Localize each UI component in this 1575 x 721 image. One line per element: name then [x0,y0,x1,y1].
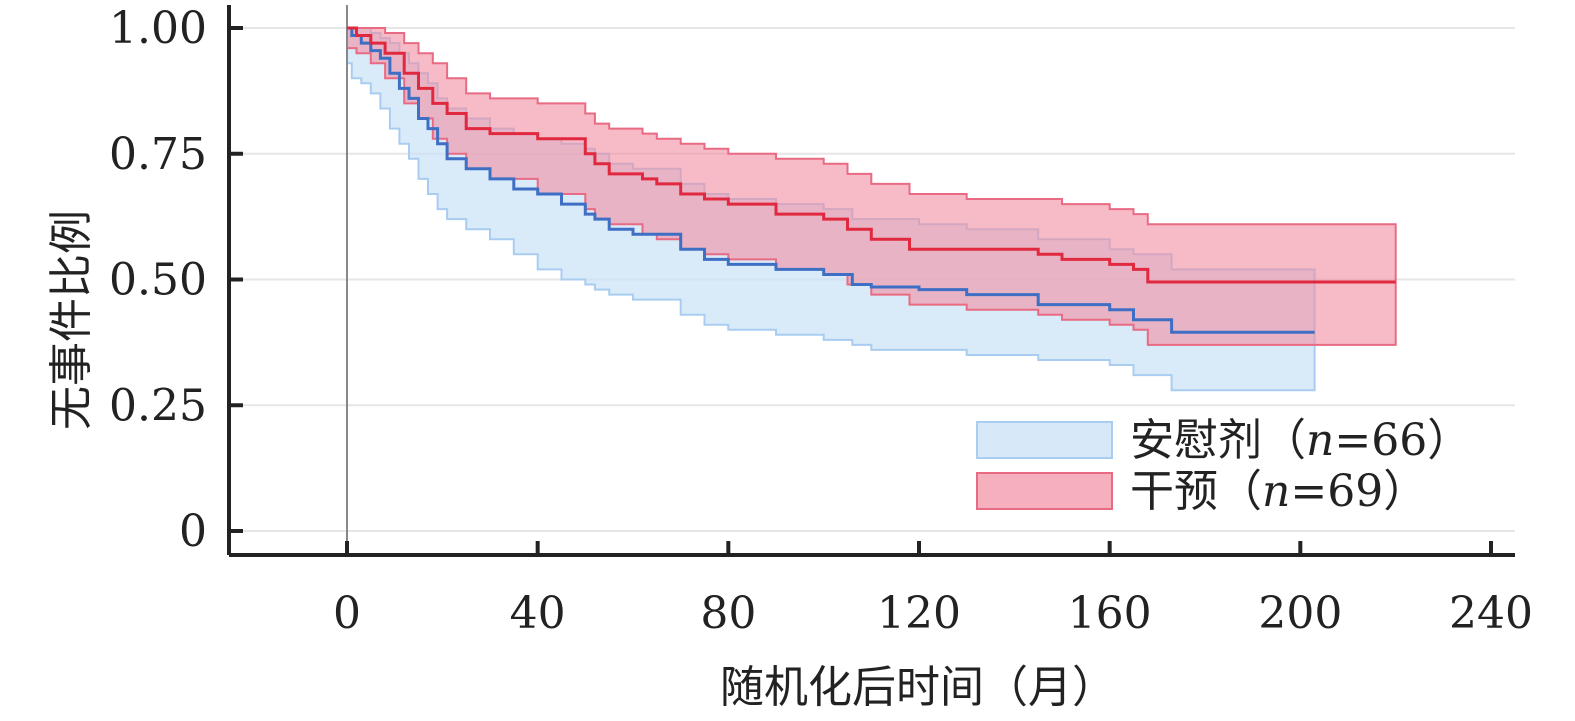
legend-swatch-0 [976,421,1113,459]
x-tick-label: 0 [333,588,361,639]
x-tick-label: 200 [1258,588,1342,639]
x-axis-ticks: 0 40 80 120 160 200 240 [333,541,1533,639]
x-tick-label: 120 [877,588,961,639]
survival-curve-1 [347,26,1396,284]
legend-prefix: 干预（ [1130,466,1262,517]
x-tick-label: 240 [1449,588,1533,639]
confidence-bands [346,27,1397,392]
legend-n: n [1306,415,1334,466]
x-tick-label: 80 [700,588,756,639]
legend-label-0: 安慰剂（n=66） [1130,415,1471,466]
survival-curve-0 [347,26,1315,334]
x-tick-label: 40 [510,588,566,639]
y-tick-label: 0.75 [109,129,207,180]
legend-label-1: 干预（n=69） [1130,466,1427,517]
y-tick-label: 0.50 [109,255,207,306]
legend-n: n [1262,466,1290,517]
survival-curves [347,26,1396,334]
legend-suffix: =66） [1334,415,1471,466]
y-tick-label: 0.25 [109,380,207,431]
legend-swatch-1 [976,472,1113,510]
x-axis-title: 随机化后时间（月） [720,662,1116,713]
y-axis-title: 无事件比例 [46,210,97,430]
legend-prefix: 安慰剂（ [1130,415,1306,466]
legend: 安慰剂（n=66）干预（n=69） [976,415,1471,517]
y-tick-label: 1.00 [109,3,207,54]
legend-suffix: =69） [1290,466,1427,517]
y-tick-label: 0 [179,506,207,557]
x-tick-label: 160 [1068,588,1152,639]
y-axis-ticks: 0 0.25 0.50 0.75 1.00 [109,3,243,557]
